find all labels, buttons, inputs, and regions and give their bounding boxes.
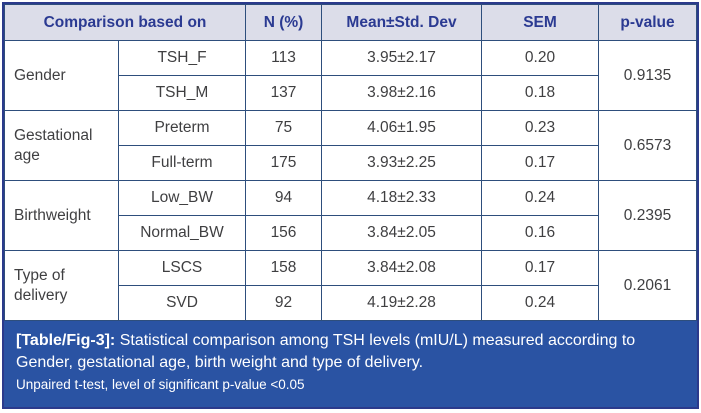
mean-sd-cell: 3.95±2.17 <box>321 40 482 76</box>
mean-sd-cell: 4.06±1.95 <box>321 110 482 146</box>
header-row: Comparison based on N (%) Mean±Std. Dev … <box>4 4 697 41</box>
group-label-gestational-age: Gestational age <box>4 110 119 181</box>
subgroup-cell: Normal_BW <box>118 215 246 251</box>
statistics-table: Comparison based on N (%) Mean±Std. Dev … <box>4 4 697 321</box>
sem-cell: 0.20 <box>481 40 599 76</box>
header-comparison: Comparison based on <box>4 4 246 41</box>
sem-cell: 0.17 <box>481 145 599 181</box>
sem-cell: 0.23 <box>481 110 599 146</box>
p-value-cell: 0.9135 <box>598 40 697 111</box>
p-value-cell: 0.6573 <box>598 110 697 181</box>
mean-sd-cell: 3.93±2.25 <box>321 145 482 181</box>
table-row: Gender TSH_F 113 3.95±2.17 0.20 0.9135 <box>4 40 697 111</box>
caption-text: [Table/Fig-3]: Statistical comparison am… <box>16 330 685 374</box>
subgroup-cell: LSCS <box>118 250 246 286</box>
table-row: Birthweight Low_BW 94 4.18±2.33 0.24 0.2… <box>4 180 697 251</box>
figure-caption: [Table/Fig-3]: Statistical comparison am… <box>4 321 697 407</box>
table-row: Type of delivery LSCS 158 3.84±2.08 0.17… <box>4 250 697 321</box>
header-n: N (%) <box>245 4 322 41</box>
sem-cell: 0.18 <box>481 75 599 111</box>
group-label-gender: Gender <box>4 40 119 111</box>
group-label-type-of-delivery: Type of delivery <box>4 250 119 321</box>
mean-sd-cell: 3.84±2.05 <box>321 215 482 251</box>
n-cell: 94 <box>245 180 322 216</box>
subgroup-cell: Full-term <box>118 145 246 181</box>
group-label-birthweight: Birthweight <box>4 180 119 251</box>
table-row: Normal_BW 156 3.84±2.05 0.16 <box>5 215 697 251</box>
n-cell: 175 <box>245 145 322 181</box>
subgroup-cell: SVD <box>118 285 246 321</box>
table-figure: Comparison based on N (%) Mean±Std. Dev … <box>2 2 699 409</box>
subgroup-cell: TSH_M <box>118 75 246 111</box>
mean-sd-cell: 3.84±2.08 <box>321 250 482 286</box>
table-row: Full-term 175 3.93±2.25 0.17 <box>5 145 697 181</box>
mean-sd-cell: 4.18±2.33 <box>321 180 482 216</box>
table-row: SVD 92 4.19±2.28 0.24 <box>5 285 697 321</box>
sem-cell: 0.17 <box>481 250 599 286</box>
caption-label: [Table/Fig-3]: <box>16 332 116 349</box>
n-cell: 156 <box>245 215 322 251</box>
caption-description: Statistical comparison among TSH levels … <box>16 332 636 372</box>
header-p-value: p-value <box>598 4 697 41</box>
caption-note: Unpaired t-test, level of significant p-… <box>16 377 305 393</box>
subgroup-cell: Preterm <box>118 110 246 146</box>
n-cell: 75 <box>245 110 322 146</box>
subgroup-cell: Low_BW <box>118 180 246 216</box>
subgroup-cell: TSH_F <box>118 40 246 76</box>
table-row: TSH_M 137 3.98±2.16 0.18 <box>5 75 697 111</box>
table-row: Gestational age Preterm 75 4.06±1.95 0.2… <box>4 110 697 181</box>
sem-cell: 0.16 <box>481 215 599 251</box>
p-value-cell: 0.2061 <box>598 250 697 321</box>
sem-cell: 0.24 <box>481 285 599 321</box>
header-mean-sd: Mean±Std. Dev <box>321 4 482 41</box>
sem-cell: 0.24 <box>481 180 599 216</box>
n-cell: 137 <box>245 75 322 111</box>
n-cell: 92 <box>245 285 322 321</box>
n-cell: 158 <box>245 250 322 286</box>
header-sem: SEM <box>481 4 599 41</box>
mean-sd-cell: 4.19±2.28 <box>321 285 482 321</box>
mean-sd-cell: 3.98±2.16 <box>321 75 482 111</box>
n-cell: 113 <box>245 40 322 76</box>
p-value-cell: 0.2395 <box>598 180 697 251</box>
